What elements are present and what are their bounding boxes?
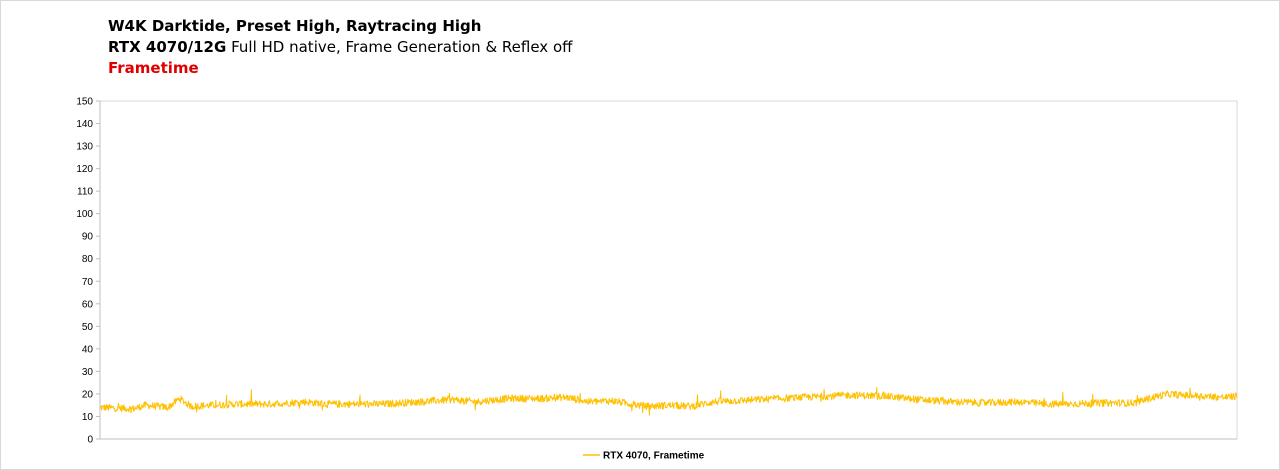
chart-title: W4K Darktide, Preset High, Raytracing Hi… [108,17,482,35]
y-tick-label: 150 [76,97,93,108]
y-tick-label: 10 [82,412,94,423]
chart-metric-title: Frametime [108,59,199,77]
y-tick-label: 40 [82,344,94,355]
y-tick-label: 60 [82,299,94,310]
y-tick-label: 70 [82,277,94,288]
y-tick-label: 100 [76,209,93,220]
chart-subtitle: RTX 4070/12G Full HD native, Frame Gener… [108,37,572,58]
chart-legend: RTX 4070, Frametime [583,451,705,462]
y-tick-label: 50 [82,322,94,333]
y-tick-label: 80 [82,254,94,265]
plot-area-border [99,100,1238,440]
legend-label: RTX 4070, Frametime [603,451,705,462]
chart-plot-area [99,387,1238,416]
chart-titles: W4K Darktide, Preset High, Raytracing Hi… [108,16,572,79]
chart-subtitle-settings: Full HD native, Frame Generation & Refle… [231,38,573,56]
y-tick-label: 140 [76,119,93,130]
chart-subtitle-gpu: RTX 4070/12G [108,38,227,56]
y-tick-label: 110 [77,187,93,198]
y-tick-label: 130 [76,142,93,153]
y-tick-label: 0 [87,435,93,446]
y-tick-label: 90 [82,232,94,243]
y-tick-label: 20 [82,389,94,400]
y-tick-label: 30 [82,367,94,378]
series-line-rtx-4070-frametime [99,387,1238,416]
chart-axes: 0 10 20 30 40 50 60 70 80 90 100 110 120 130 140 150 [76,97,1238,446]
y-tick-label: 120 [76,164,93,175]
